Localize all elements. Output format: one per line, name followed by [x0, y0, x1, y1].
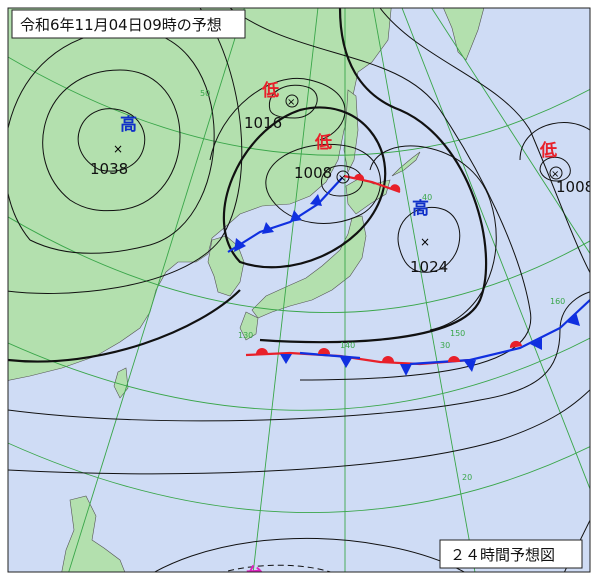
isobar: [42, 69, 181, 212]
low-mark: 低: [261, 80, 279, 101]
warm-front-symbols: [354, 173, 401, 191]
isobar: [8, 289, 241, 363]
isobar: [268, 84, 318, 119]
warm-front: [343, 174, 401, 194]
isobar: [369, 145, 497, 331]
isobar: [8, 291, 590, 422]
isobar: [379, 8, 590, 274]
center-x: ×: [420, 235, 430, 249]
footer-label: ２４時間予想図: [450, 546, 555, 564]
longitude-line: [252, 8, 319, 572]
pressure-label: 1008: [556, 178, 594, 196]
isobar: [265, 143, 381, 224]
pressure-label: 1038: [90, 160, 128, 178]
footer-box: [439, 539, 583, 569]
isobar: [77, 108, 146, 172]
land-kamchatka: [443, 8, 485, 61]
isobar: [209, 78, 346, 161]
center: [285, 94, 299, 108]
center: [549, 166, 563, 180]
lon-label: 150: [450, 329, 465, 338]
longitude-line: [401, 8, 590, 491]
longitude-line: [68, 8, 245, 572]
latitude-line: [8, 337, 590, 411]
title-box: [11, 9, 246, 39]
isobar: [519, 122, 590, 161]
latitude-line: [8, 216, 590, 313]
lon-label: 130: [238, 331, 253, 340]
cold-front-symbols: [234, 194, 322, 252]
land-honshu: [251, 215, 367, 319]
land-asia: [8, 8, 392, 381]
isobar: [563, 518, 590, 572]
longitude-line: [372, 8, 476, 572]
pressure-label: 1024: [410, 258, 448, 276]
title: 令和6年11月04日09時の予想: [20, 16, 222, 34]
latitude-line: [8, 442, 590, 514]
isobar: [259, 8, 488, 344]
map-frame: [7, 7, 591, 573]
isobar: [8, 8, 243, 294]
typhoon-mark: 台: [246, 564, 263, 581]
isobar: [8, 389, 590, 475]
center-x: ×: [113, 142, 123, 156]
lon-label: 140: [340, 341, 355, 350]
isobar: [153, 537, 466, 572]
warm-symbols: [256, 340, 522, 362]
lat-label: 50: [200, 89, 210, 98]
land-taiwan: [113, 367, 129, 399]
isobar: [539, 156, 571, 182]
lat-label: 30: [440, 341, 450, 350]
land-sakhalin: [343, 89, 359, 173]
center-x: ×: [287, 97, 295, 108]
lon-label: 160: [550, 297, 565, 306]
land-kurils: [391, 151, 421, 177]
isobar: [397, 206, 461, 273]
center: [336, 170, 350, 184]
low-mark: 低: [539, 140, 557, 161]
land-kyushu: [239, 311, 259, 341]
longitude-line: [431, 8, 590, 255]
latitude-line: [8, 56, 590, 156]
high-mark: 高: [412, 198, 429, 219]
pressure-label: 1016: [244, 114, 282, 132]
land-philippines: [61, 495, 126, 572]
lat-label: 20: [462, 473, 472, 482]
high-mark: 高: [120, 114, 137, 135]
low-mark: 低: [314, 132, 332, 153]
isobar: [222, 564, 332, 572]
center-x: ×: [338, 173, 346, 184]
center-x: ×: [551, 169, 559, 180]
lat-label: 40: [422, 193, 432, 202]
pressure-label: 1008: [294, 164, 332, 182]
isobar: [222, 106, 387, 269]
